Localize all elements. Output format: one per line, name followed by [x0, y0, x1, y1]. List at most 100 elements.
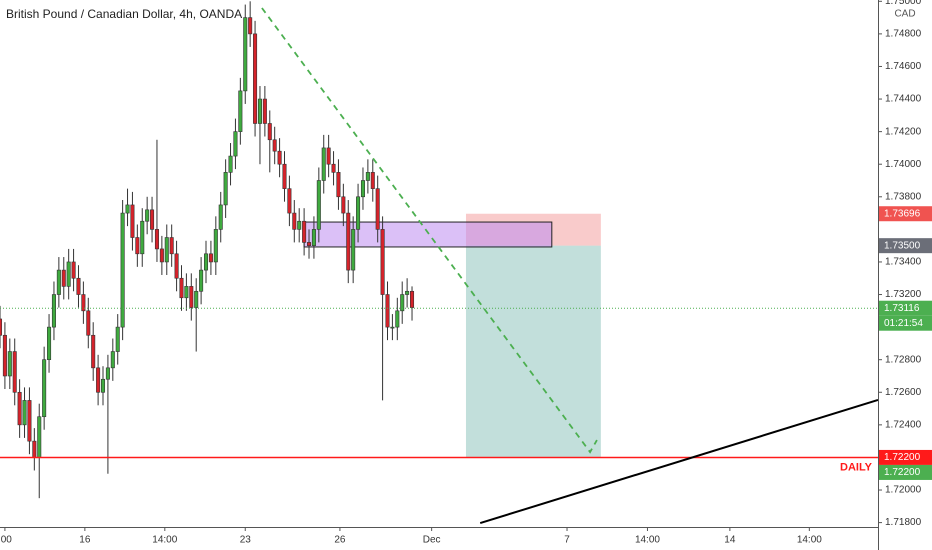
- candle-body: [395, 310, 400, 328]
- candle-body: [370, 172, 375, 189]
- x-tick-label: Dec: [423, 535, 441, 546]
- candle-body: [272, 139, 277, 152]
- price-tag: [879, 449, 932, 465]
- candle-body: [203, 253, 209, 271]
- y-tick-label: 1.72000: [885, 485, 922, 496]
- candle-body: [17, 391, 22, 426]
- price-tag: [879, 238, 932, 254]
- candle-body: [71, 261, 76, 279]
- x-tick-label: 14:00: [635, 535, 660, 546]
- chart-title: British Pound / Canadian Dollar, 4h, OAN…: [6, 7, 242, 21]
- candle-body: [385, 294, 390, 328]
- candle-body: [32, 440, 37, 458]
- candle-body: [233, 131, 238, 157]
- countdown-bg: [879, 315, 932, 331]
- x-tick-label: 26: [334, 535, 346, 546]
- x-tick-label: 14: [724, 535, 736, 546]
- price-tag-label: 1.72200: [884, 452, 921, 463]
- price-tag: [879, 206, 932, 222]
- candle-body: [336, 172, 341, 198]
- candle-body: [91, 334, 96, 369]
- candle-body: [42, 359, 47, 418]
- candle-body: [66, 261, 71, 287]
- candle-body: [37, 416, 42, 458]
- candle-body: [267, 123, 272, 141]
- y-tick-label: 1.73200: [885, 289, 922, 300]
- countdown: 01:21:54: [884, 318, 923, 329]
- price-tag: [879, 464, 932, 480]
- candle-body: [292, 212, 297, 230]
- x-tick-label: 7: [564, 535, 570, 546]
- candle-body: [218, 204, 223, 230]
- y-tick-label: 1.74400: [885, 94, 922, 105]
- candle-body: [96, 367, 101, 393]
- candle-body: [22, 400, 27, 426]
- level-label: DAILY: [840, 461, 873, 473]
- y-tick-label: 1.72600: [885, 387, 922, 398]
- candle-body: [105, 367, 110, 380]
- x-tick-label: 23: [240, 535, 252, 546]
- candle-body: [169, 237, 174, 255]
- candle-body: [238, 90, 243, 132]
- y-tick-label: 1.74000: [885, 159, 922, 170]
- currency-label: CAD: [894, 9, 915, 20]
- candle-body: [326, 147, 331, 165]
- candle-body: [331, 163, 336, 173]
- candle-body: [282, 163, 287, 189]
- candle-body: [110, 351, 115, 369]
- y-tick-label: 1.75000: [885, 0, 922, 7]
- candle-body: [27, 400, 32, 442]
- candle-body: [7, 351, 12, 377]
- candle-body: [223, 172, 228, 206]
- candle-body: [159, 248, 164, 263]
- y-tick-label: 1.73400: [885, 257, 922, 268]
- candle-body: [248, 17, 253, 35]
- candle-body: [405, 290, 410, 295]
- candle-body: [410, 290, 415, 308]
- candle-body: [400, 294, 405, 312]
- candle-body: [120, 212, 125, 328]
- candle-body: [86, 310, 91, 336]
- candle-body: [257, 98, 262, 124]
- price-tag-label: 1.72200: [884, 467, 921, 478]
- candle-body: [306, 242, 312, 246]
- candle-body: [81, 294, 86, 312]
- candle-body: [115, 326, 120, 352]
- candle-body: [76, 277, 81, 295]
- candle-body: [277, 150, 282, 165]
- trend-line: [479, 398, 879, 525]
- y-tick-label: 1.72800: [885, 354, 922, 365]
- candle-body: [56, 269, 61, 295]
- plot-area: DAILY: [0, 1, 879, 525]
- candle-body: [341, 196, 346, 214]
- price-tag: [879, 300, 932, 316]
- candle-body: [380, 229, 385, 295]
- candle-body: [253, 33, 258, 124]
- candle-body: [61, 269, 66, 287]
- candle-body: [174, 253, 179, 279]
- candle-body: [145, 209, 150, 222]
- candle-body: [12, 351, 17, 393]
- candle-body: [130, 204, 135, 238]
- y-tick-label: 1.74200: [885, 126, 922, 137]
- x-tick-label: 14:00: [797, 535, 822, 546]
- trend-line: [261, 7, 598, 454]
- candle-body: [360, 180, 365, 198]
- candle-body: [135, 237, 140, 255]
- candle-body: [154, 229, 159, 250]
- candle-body: [51, 294, 56, 328]
- candle-body: [189, 286, 194, 308]
- candle-body: [150, 209, 155, 230]
- candle-body: [390, 326, 395, 329]
- price-tag-label: 1.73116: [884, 303, 920, 314]
- candle-body: [375, 188, 380, 230]
- candle-body: [208, 253, 213, 263]
- candle-body: [287, 188, 292, 214]
- candle-body: [213, 229, 218, 263]
- zone-box: [465, 245, 601, 458]
- y-tick-label: 1.74600: [885, 61, 922, 72]
- candle-body: [302, 220, 307, 243]
- candle-body: [356, 196, 361, 230]
- candle-body: [0, 318, 3, 336]
